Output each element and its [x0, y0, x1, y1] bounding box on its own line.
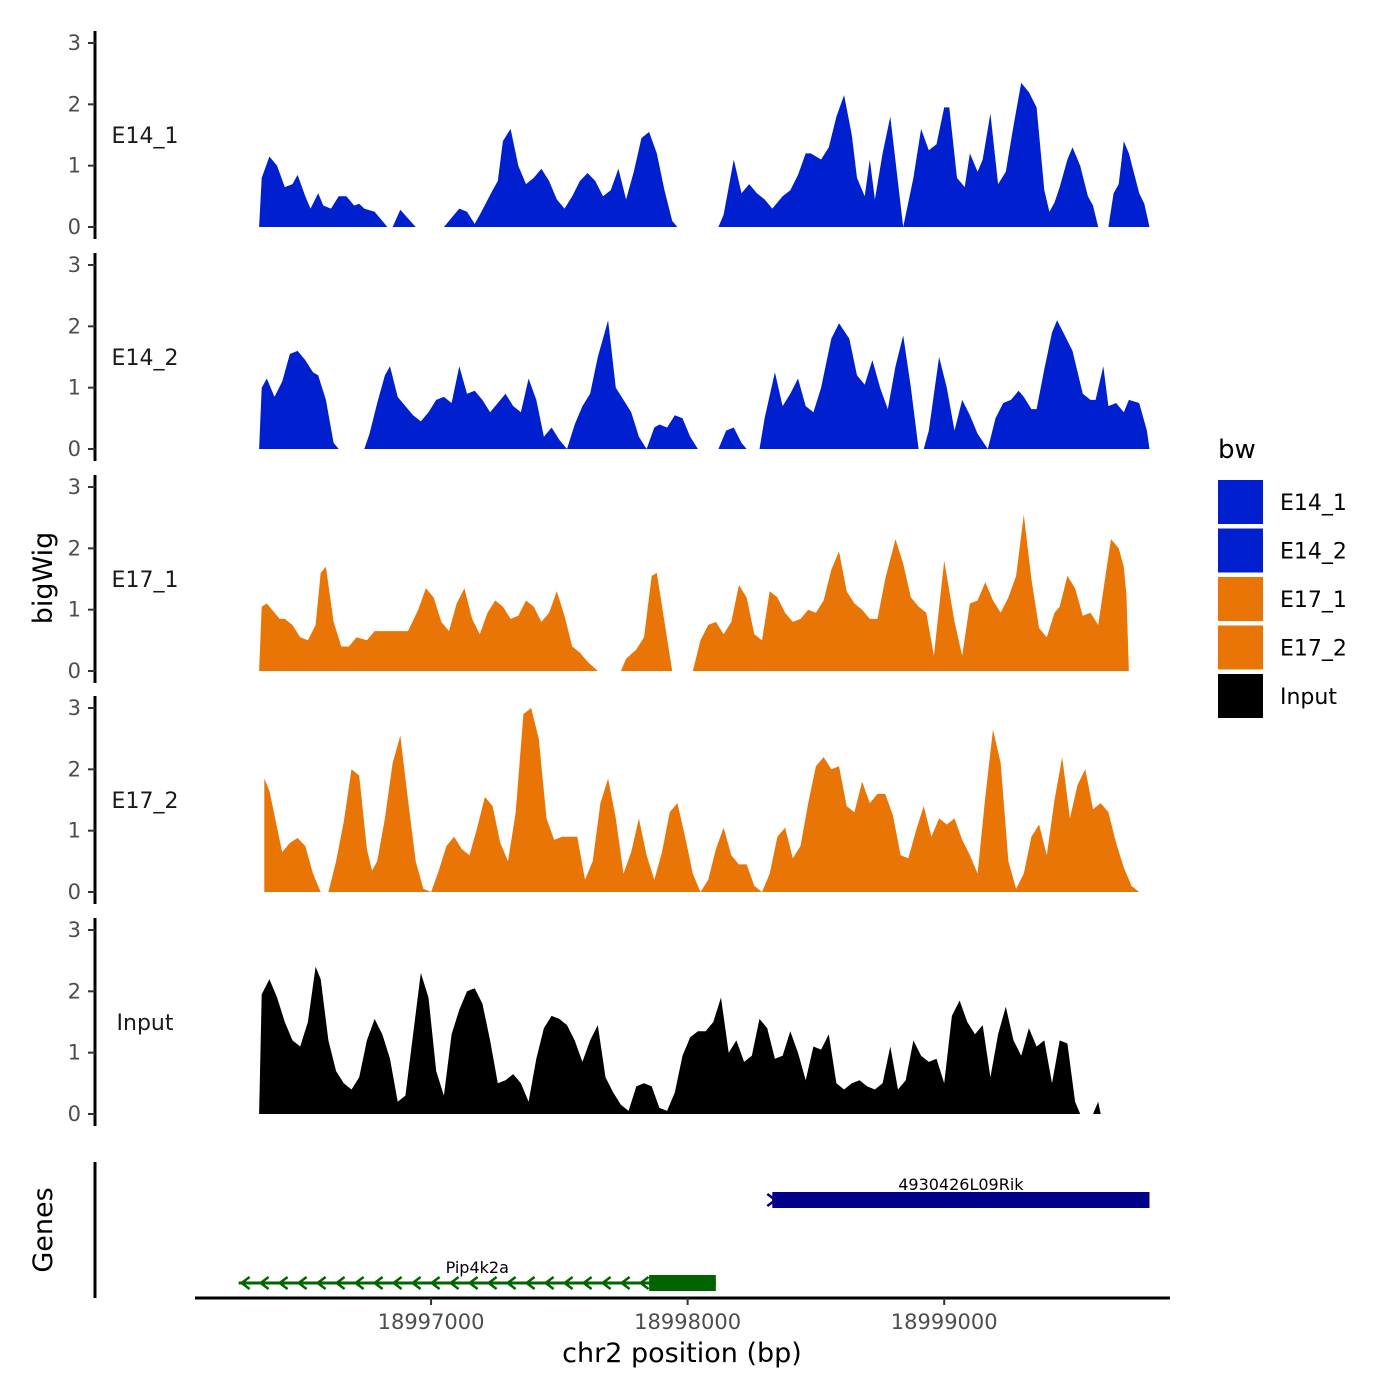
track-label-E17_2: E17_2	[112, 789, 179, 814]
signal-area-E17_1	[259, 514, 1129, 671]
gene-Pip4k2a: Pip4k2a	[238, 1258, 716, 1291]
strand-arrow	[334, 1276, 346, 1290]
gene-label-4930426L09Rik: 4930426L09Rik	[898, 1175, 1024, 1194]
gene-label-Pip4k2a: Pip4k2a	[446, 1258, 509, 1277]
signal-area-E14_2	[259, 320, 1150, 449]
signal-area-Input	[259, 966, 1101, 1114]
strand-arrow	[239, 1276, 251, 1290]
strand-arrow	[391, 1276, 403, 1290]
legend-swatch-E14_2	[1218, 528, 1263, 573]
legend-item-E17_1: E17_1	[1218, 577, 1347, 621]
y-tick-label-E17_1-2: 2	[68, 536, 81, 560]
strand-arrow	[315, 1276, 327, 1290]
strand-arrow	[638, 1276, 650, 1290]
legend-label-Input: Input	[1280, 685, 1337, 710]
track-label-Input: Input	[117, 1011, 174, 1036]
legend-item-E17_2: E17_2	[1218, 625, 1347, 670]
legend-item-E14_1: E14_1	[1218, 480, 1347, 524]
strand-arrow	[524, 1276, 536, 1290]
signal-area-E14_1	[259, 82, 1150, 228]
track-E14_2: 0 1 2 3 E14_2	[68, 253, 1150, 461]
legend-title: bw	[1218, 435, 1256, 465]
legend: bw E14_1 E14_2 E17_1 E17_2 Input	[1218, 435, 1347, 718]
y-tick-label-Input-1: 1	[68, 1041, 81, 1065]
y-tick-label-E17_2-3: 3	[68, 696, 81, 720]
x-axis-title: chr2 position (bp)	[562, 1338, 802, 1369]
strand-arrow	[505, 1276, 517, 1290]
legend-swatch-E17_2	[1218, 625, 1263, 670]
y-tick-label-Input-0: 0	[68, 1102, 81, 1126]
strand-arrow	[562, 1276, 574, 1290]
gene-models: Pip4k2a 4930426L09Rik	[238, 1175, 1150, 1291]
strand-arrow	[600, 1276, 612, 1290]
strand-arrow	[619, 1276, 631, 1290]
legend-label-E14_1: E14_1	[1280, 491, 1347, 516]
strand-arrow	[448, 1276, 460, 1290]
strand-arrow	[372, 1276, 384, 1290]
strand-arrow	[543, 1276, 555, 1290]
y-tick-label-E14_1-2: 2	[68, 92, 81, 116]
legend-label-E17_1: E17_1	[1280, 588, 1347, 613]
track-Input: 0 1 2 3 Input	[68, 918, 1101, 1126]
legend-items: E14_1 E14_2 E17_1 E17_2 Input	[1218, 480, 1347, 718]
x-tick-label-18999000: 18999000	[891, 1310, 998, 1334]
legend-label-E14_2: E14_2	[1280, 540, 1347, 565]
legend-item-E14_2: E14_2	[1218, 528, 1347, 573]
strand-arrow	[277, 1276, 289, 1290]
legend-swatch-E17_1	[1218, 577, 1263, 621]
strand-arrow	[353, 1276, 365, 1290]
y-tick-label-E17_2-1: 1	[68, 819, 81, 843]
strand-arrow	[467, 1276, 479, 1290]
strand-arrow	[581, 1276, 593, 1290]
genes-axis-title: Genes	[28, 1187, 59, 1272]
y-tick-label-E14_1-1: 1	[68, 154, 81, 178]
genes-panel: Genes Pip4k2a 4930426L09Rik	[28, 1162, 1150, 1298]
y-tick-label-E17_2-0: 0	[68, 880, 81, 904]
legend-item-Input: Input	[1218, 674, 1337, 718]
strand-arrow	[410, 1276, 422, 1290]
strand-arrow	[296, 1276, 308, 1290]
y-tick-label-E14_1-0: 0	[68, 215, 81, 239]
y-tick-label-E14_1-3: 3	[68, 31, 81, 55]
gene-exon-Pip4k2a	[649, 1275, 716, 1291]
track-E17_2: 0 1 2 3 E17_2	[68, 696, 1140, 904]
track-E17_1: 0 1 2 3 E17_1	[68, 475, 1129, 683]
y-tick-label-E17_1-3: 3	[68, 475, 81, 499]
legend-swatch-Input	[1218, 674, 1263, 718]
track-label-E17_1: E17_1	[112, 568, 179, 593]
y-tick-label-Input-3: 3	[68, 918, 81, 942]
gene-4930426L09Rik: 4930426L09Rik	[766, 1175, 1150, 1208]
x-tick-label-18997000: 18997000	[378, 1310, 485, 1334]
signal-area-E17_2	[264, 708, 1140, 892]
track-label-E14_2: E14_2	[112, 346, 179, 371]
track-label-E14_1: E14_1	[112, 124, 179, 149]
y-tick-label-E14_2-0: 0	[68, 437, 81, 461]
x-tick-label-18998000: 18998000	[634, 1310, 741, 1334]
track-E14_1: 0 1 2 3 E14_1	[68, 31, 1150, 239]
strand-arrow	[486, 1276, 498, 1290]
y-tick-label-E17_1-0: 0	[68, 659, 81, 683]
y-tick-label-Input-2: 2	[68, 979, 81, 1003]
x-axis: 18997000 18998000 18999000 chr2 position (…	[195, 1296, 1170, 1369]
y-axis-title: bigWig	[28, 532, 59, 625]
legend-label-E17_2: E17_2	[1280, 637, 1347, 662]
legend-swatch-E14_1	[1218, 480, 1263, 524]
y-tick-label-E17_1-1: 1	[68, 598, 81, 622]
y-tick-label-E17_2-2: 2	[68, 757, 81, 781]
y-tick-label-E14_2-3: 3	[68, 253, 81, 277]
strand-arrow	[429, 1276, 441, 1290]
signal-tracks: 0 1 2 3 E14_1 0 1 2 3 E14_2 0 1 2 3 E17_1 0 1 2 3 E17_2 0 1 2 3…	[68, 31, 1150, 1126]
x-axis-ticks: 18997000 18998000 18999000	[378, 1298, 998, 1334]
gene-exon-4930426L09Rik	[772, 1192, 1150, 1208]
y-tick-label-E14_2-1: 1	[68, 376, 81, 400]
strand-arrow	[258, 1276, 270, 1290]
y-tick-label-E14_2-2: 2	[68, 314, 81, 338]
